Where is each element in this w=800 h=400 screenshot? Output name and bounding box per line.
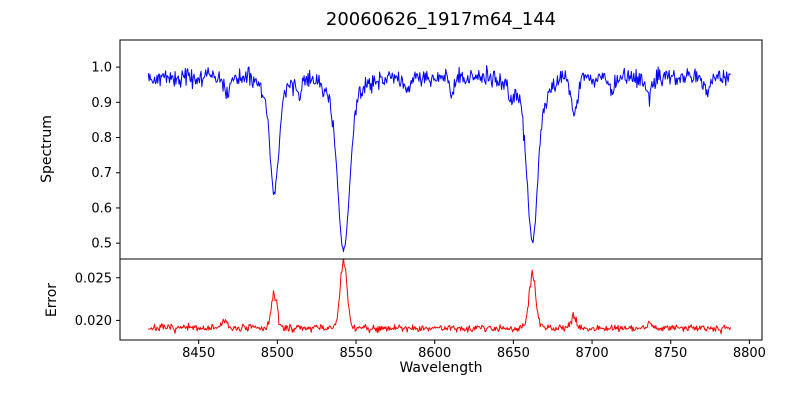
error-panel-ytick-label: 0.020	[75, 314, 112, 329]
xtick-label: 8450	[182, 346, 215, 361]
spectrum-panel-yticks: 0.5 0.6 0.7 0.8 0.9 1.0	[91, 61, 120, 252]
error-y-axis-label: Error	[44, 282, 60, 318]
error-panel-spines	[119, 258, 763, 341]
xtick-label: 8750	[654, 346, 687, 361]
xtick-label: 8650	[497, 346, 530, 361]
spectrum-panel-ytick-label: 0.8	[91, 131, 112, 146]
spectrum-y-axis-label: Spectrum	[39, 115, 55, 183]
xtick-label: 8800	[733, 346, 766, 361]
spectrum-line	[147, 64, 731, 253]
spectrum-panel-ytick-label: 0.5	[91, 237, 112, 252]
error-panel-yticks: 0.020 0.025	[75, 271, 120, 329]
x-axis-label: Wavelength	[399, 360, 483, 376]
error-line	[148, 259, 732, 335]
xtick-label: 8550	[339, 346, 372, 361]
x-ticks: 8450 8500 8550 8600 8650 8700 8750 8800	[182, 340, 766, 361]
error-panel-ytick-label: 0.025	[75, 271, 112, 286]
xtick-label: 8600	[418, 346, 451, 361]
spectrum-panel-ytick-label: 0.6	[91, 201, 112, 216]
xtick-label: 8700	[576, 346, 609, 361]
chart-title: 20060626_1917m64_144	[325, 9, 557, 30]
spectrum-panel-ytick-label: 0.9	[91, 96, 112, 111]
xtick-label: 8500	[261, 346, 294, 361]
spectrum-panel-ytick-label: 0.7	[91, 166, 112, 181]
spectrum-panel-ytick-label: 1.0	[91, 61, 112, 76]
